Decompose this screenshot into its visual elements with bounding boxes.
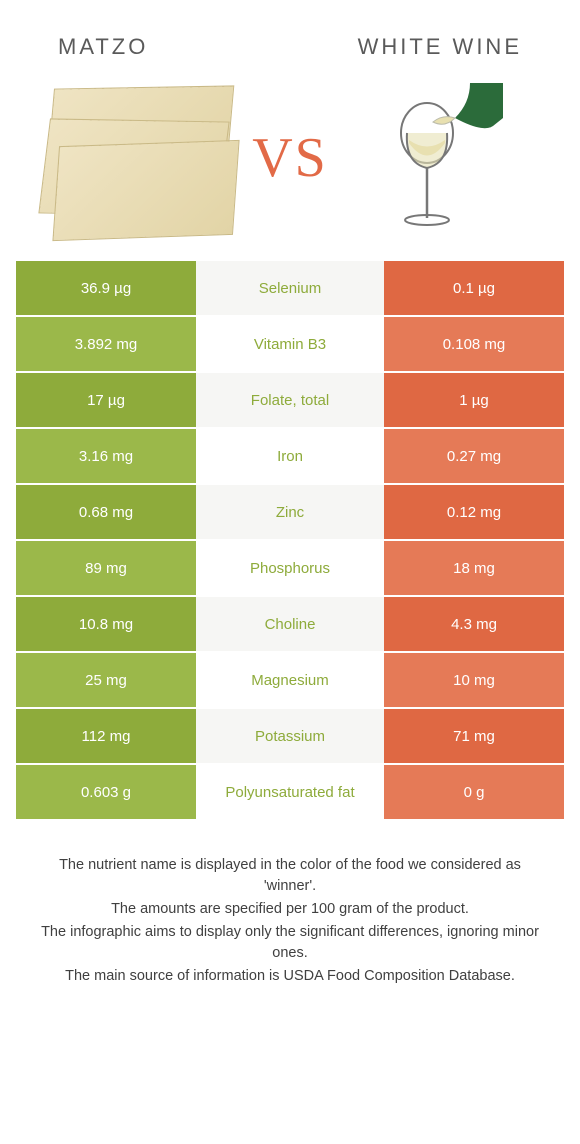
left-value-cell: 3.16 mg [16, 429, 196, 483]
table-row: 25 mgMagnesium10 mg [16, 653, 564, 709]
left-value-cell: 25 mg [16, 653, 196, 707]
nutrient-name-cell: Selenium [196, 261, 384, 315]
table-row: 3.892 mgVitamin B30.108 mg [16, 317, 564, 373]
nutrient-name-cell: Choline [196, 597, 384, 651]
footnotes: The nutrient name is displayed in the co… [0, 821, 580, 987]
right-value-cell: 0 g [384, 765, 564, 819]
table-row: 10.8 mgCholine4.3 mg [16, 597, 564, 653]
header: MATZO WHITE WINE [0, 0, 580, 72]
vs-label: VS [252, 126, 328, 190]
note-line: The nutrient name is displayed in the co… [38, 855, 542, 897]
table-row: 112 mgPotassium71 mg [16, 709, 564, 765]
nutrient-name-cell: Folate, total [196, 373, 384, 427]
table-row: 89 mgPhosphorus18 mg [16, 541, 564, 597]
nutrient-table: 36.9 µgSelenium0.1 µg3.892 mgVitamin B30… [0, 255, 580, 821]
left-value-cell: 36.9 µg [16, 261, 196, 315]
nutrient-name-cell: Iron [196, 429, 384, 483]
table-row: 0.68 mgZinc0.12 mg [16, 485, 564, 541]
note-line: The amounts are specified per 100 gram o… [38, 899, 542, 920]
table-row: 17 µgFolate, total1 µg [16, 373, 564, 429]
nutrient-name-cell: Zinc [196, 485, 384, 539]
left-food-image [40, 80, 240, 235]
nutrient-name-cell: Vitamin B3 [196, 317, 384, 371]
left-value-cell: 3.892 mg [16, 317, 196, 371]
right-value-cell: 0.12 mg [384, 485, 564, 539]
left-value-cell: 17 µg [16, 373, 196, 427]
right-value-cell: 18 mg [384, 541, 564, 595]
left-food-title: MATZO [58, 34, 148, 60]
nutrient-name-cell: Magnesium [196, 653, 384, 707]
right-value-cell: 1 µg [384, 373, 564, 427]
matzo-icon [40, 85, 240, 230]
right-value-cell: 10 mg [384, 653, 564, 707]
nutrient-name-cell: Phosphorus [196, 541, 384, 595]
wine-glass-icon [375, 78, 505, 238]
right-food-title: WHITE WINE [358, 34, 522, 60]
image-row: VS [0, 72, 580, 255]
table-row: 3.16 mgIron0.27 mg [16, 429, 564, 485]
nutrient-name-cell: Polyunsaturated fat [196, 765, 384, 819]
right-value-cell: 0.27 mg [384, 429, 564, 483]
note-line: The infographic aims to display only the… [38, 922, 542, 964]
table-row: 36.9 µgSelenium0.1 µg [16, 261, 564, 317]
table-row: 0.603 gPolyunsaturated fat0 g [16, 765, 564, 821]
right-value-cell: 0.108 mg [384, 317, 564, 371]
right-value-cell: 0.1 µg [384, 261, 564, 315]
nutrient-name-cell: Potassium [196, 709, 384, 763]
left-value-cell: 0.68 mg [16, 485, 196, 539]
right-value-cell: 71 mg [384, 709, 564, 763]
left-value-cell: 112 mg [16, 709, 196, 763]
left-value-cell: 10.8 mg [16, 597, 196, 651]
left-value-cell: 0.603 g [16, 765, 196, 819]
right-food-image [340, 80, 540, 235]
right-value-cell: 4.3 mg [384, 597, 564, 651]
left-value-cell: 89 mg [16, 541, 196, 595]
note-line: The main source of information is USDA F… [38, 966, 542, 987]
